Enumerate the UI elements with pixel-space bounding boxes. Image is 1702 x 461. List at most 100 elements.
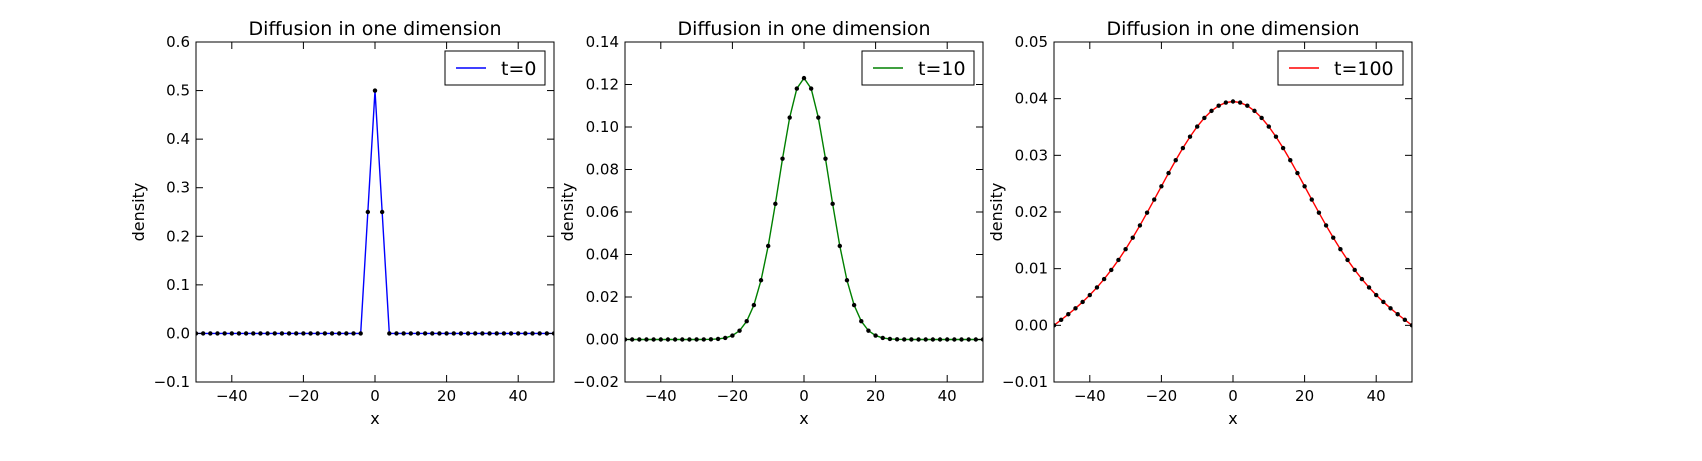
data-point xyxy=(1366,285,1372,290)
data-point xyxy=(516,331,521,336)
plot-frame xyxy=(1053,41,1413,383)
data-point xyxy=(1266,124,1272,129)
data-point xyxy=(1087,292,1093,298)
data-point xyxy=(823,156,828,161)
data-point xyxy=(658,337,663,342)
data-point xyxy=(787,115,792,120)
data-point xyxy=(1259,115,1264,121)
y-axis-label: density xyxy=(987,183,1006,242)
data-point xyxy=(1094,285,1100,290)
data-point xyxy=(837,243,842,249)
data-point xyxy=(358,331,363,336)
x-axis-label: x xyxy=(370,409,379,428)
y-tick-label: 0.10 xyxy=(586,118,619,136)
x-tick-label: 0 xyxy=(370,387,380,405)
data-point xyxy=(801,75,807,81)
data-point xyxy=(315,331,320,336)
data-point xyxy=(430,331,435,336)
data-point xyxy=(945,337,950,342)
data-point xyxy=(1216,103,1221,108)
data-point xyxy=(1331,235,1336,240)
data-point xyxy=(1345,257,1350,263)
y-tick-label: 0.04 xyxy=(1015,90,1048,108)
data-point xyxy=(1202,115,1207,121)
data-point xyxy=(451,331,456,336)
data-point xyxy=(916,337,921,342)
series-line-t=10 xyxy=(625,76,983,341)
y-tick-label: 0.0 xyxy=(166,324,190,342)
data-point xyxy=(308,331,313,336)
data-point xyxy=(937,337,943,342)
data-point xyxy=(1395,312,1400,317)
x-tick-label: 0 xyxy=(799,387,809,405)
x-tick-label: −20 xyxy=(288,387,320,405)
data-point xyxy=(959,337,964,342)
data-point xyxy=(701,337,706,342)
y-axis-label: density xyxy=(558,183,577,242)
data-point xyxy=(1280,145,1286,151)
data-point xyxy=(859,319,864,324)
x-tick-label: 40 xyxy=(509,387,528,405)
y-tick-label: 0.00 xyxy=(586,331,619,349)
data-point xyxy=(530,331,535,336)
series-line-t=100 xyxy=(1054,100,1412,326)
data-point xyxy=(286,331,292,336)
x-tick-label: −20 xyxy=(717,387,749,405)
data-point xyxy=(1187,134,1193,139)
data-point xyxy=(422,331,428,336)
legend-label: t=100 xyxy=(1334,58,1394,80)
y-tick-label: −0.02 xyxy=(573,373,619,391)
data-point xyxy=(251,331,256,336)
data-point xyxy=(236,331,242,336)
data-point xyxy=(258,331,263,336)
data-point xyxy=(1352,267,1357,273)
data-point xyxy=(351,331,356,336)
data-point xyxy=(415,331,421,336)
data-point xyxy=(851,302,857,308)
data-point xyxy=(1066,312,1071,317)
data-point xyxy=(1237,100,1243,105)
y-tick-label: 0.6 xyxy=(166,33,190,51)
data-point xyxy=(365,209,371,215)
x-tick-label: 40 xyxy=(938,387,957,405)
data-point xyxy=(372,88,378,93)
y-tick-label: 0.3 xyxy=(166,179,190,197)
data-point xyxy=(887,336,893,342)
data-point xyxy=(1137,223,1143,228)
data-point xyxy=(1159,184,1164,189)
data-point xyxy=(222,331,227,336)
data-point xyxy=(902,337,907,342)
y-tick-label: 0.04 xyxy=(586,246,619,264)
data-point xyxy=(1123,246,1128,252)
y-tick-label: 0.14 xyxy=(586,33,619,51)
x-tick-label: 0 xyxy=(1228,387,1238,405)
data-point xyxy=(952,337,957,342)
y-tick-label: 0.5 xyxy=(166,82,190,100)
data-point xyxy=(1309,197,1314,202)
plot-frame xyxy=(624,41,984,383)
data-point xyxy=(737,328,742,333)
data-point xyxy=(1374,292,1379,298)
data-point xyxy=(708,337,714,342)
x-tick-label: −40 xyxy=(1074,387,1106,405)
data-point xyxy=(437,331,442,336)
x-tick-label: −20 xyxy=(1146,387,1178,405)
y-tick-label: 0.1 xyxy=(166,276,190,294)
data-point xyxy=(294,331,299,336)
y-tick-label: 0.00 xyxy=(1015,316,1048,334)
data-point xyxy=(1388,306,1393,311)
data-point xyxy=(1338,246,1343,252)
legend-label: t=10 xyxy=(918,58,966,80)
data-point xyxy=(629,337,635,342)
data-point xyxy=(265,331,270,336)
data-point xyxy=(651,337,656,342)
data-point xyxy=(473,331,478,336)
data-point xyxy=(930,337,936,342)
data-point xyxy=(1245,103,1250,108)
legend: t=100 xyxy=(1277,50,1404,86)
data-point xyxy=(272,331,277,336)
data-point xyxy=(1144,210,1150,215)
x-tick-label: −40 xyxy=(645,387,677,405)
data-point xyxy=(1359,276,1365,282)
data-point xyxy=(458,331,464,336)
